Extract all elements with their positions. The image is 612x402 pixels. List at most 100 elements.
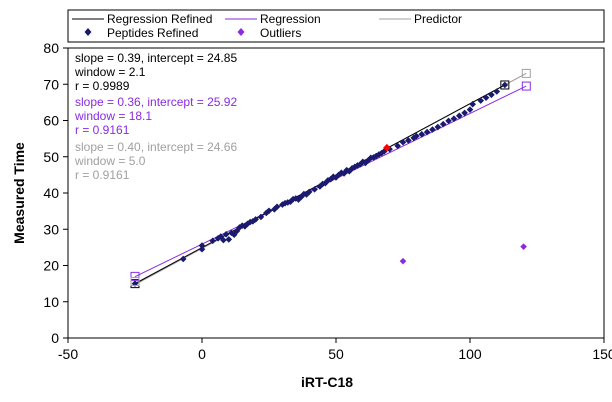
peptide-point xyxy=(311,186,318,193)
y-axis-title: Measured Time xyxy=(11,142,27,244)
peptide-point xyxy=(405,137,412,144)
peptide-point xyxy=(316,183,324,190)
y-tick-label: 30 xyxy=(43,221,59,237)
y-tick-label: 70 xyxy=(43,76,59,92)
legend-label-peptides-refined: Peptides Refined xyxy=(107,26,198,40)
peptide-point xyxy=(399,138,407,146)
peptide-point xyxy=(429,126,436,133)
peptide-point xyxy=(271,206,278,213)
data-points xyxy=(131,81,527,287)
x-axis-title: iRT-C18 xyxy=(301,374,353,390)
stat-predictor-r: r = 0.9161 xyxy=(75,168,130,182)
peptide-point xyxy=(354,162,361,169)
legend-label-outliers: Outliers xyxy=(260,26,301,40)
peptide-point xyxy=(281,199,289,207)
peptide-point xyxy=(394,142,401,150)
peptide-point xyxy=(327,175,334,183)
peptide-point xyxy=(340,170,348,177)
peptide-point xyxy=(289,195,297,203)
peptide-point xyxy=(198,242,206,249)
peptide-point xyxy=(257,213,265,221)
peptide-point xyxy=(222,231,230,238)
peptide-point xyxy=(279,201,286,208)
peptide-point xyxy=(241,223,249,230)
line-endpoint-marker xyxy=(521,68,531,78)
peptide-point xyxy=(292,195,300,202)
legend-label-regression-refined: Regression Refined xyxy=(107,12,212,26)
y-tick-label: 10 xyxy=(43,294,59,310)
legend-swatch-peptides-refined xyxy=(84,28,92,36)
peptide-point xyxy=(346,167,353,175)
peptide-point xyxy=(370,154,377,161)
peptide-point xyxy=(493,88,501,95)
peptide-point xyxy=(198,245,206,253)
peptide-point xyxy=(332,174,340,181)
outlier-point xyxy=(399,257,407,265)
stats-block: slope = 0.39, intercept = 24.85 window =… xyxy=(74,51,237,182)
y-tick-label: 80 xyxy=(43,40,59,56)
peptide-point xyxy=(380,148,388,155)
highlighted-point xyxy=(383,143,391,152)
peptide-point xyxy=(469,100,476,108)
peptide-point xyxy=(362,159,369,167)
peptide-point xyxy=(418,130,426,138)
y-tick-label: 50 xyxy=(43,149,59,165)
peptide-point xyxy=(284,199,292,206)
legend-label-predictor: Predictor xyxy=(414,12,462,26)
peptide-point xyxy=(273,203,281,211)
y-tick-label: 0 xyxy=(51,330,59,346)
peptide-point xyxy=(179,255,187,263)
y-tick-label: 20 xyxy=(43,258,59,274)
stat-predictor-slope: slope = 0.40, intercept = 24.66 xyxy=(75,140,237,154)
peptide-point xyxy=(386,145,393,153)
line-endpoint-marker xyxy=(500,80,510,90)
peptide-point xyxy=(439,120,447,128)
peptide-point xyxy=(434,123,442,131)
x-tick-label: 50 xyxy=(328,346,344,362)
peptide-point xyxy=(375,151,383,158)
line-endpoint-markers xyxy=(130,68,531,289)
outlier-point xyxy=(520,243,527,250)
legend-swatch-outliers xyxy=(237,28,245,36)
stat-regression-r: r = 0.9161 xyxy=(75,123,130,137)
line-endpoint-marker xyxy=(521,81,531,91)
x-tick-label: -50 xyxy=(58,346,78,362)
y-tick-label: 40 xyxy=(43,185,59,201)
peptide-point xyxy=(297,193,305,201)
x-tick-label: 150 xyxy=(592,346,612,362)
peptide-point xyxy=(359,158,367,166)
peptide-point xyxy=(252,216,259,223)
peptide-point xyxy=(413,132,420,140)
peptide-point xyxy=(466,106,474,113)
stat-regression-slope: slope = 0.36, intercept = 25.92 xyxy=(75,95,237,109)
peptide-point xyxy=(477,97,485,104)
peptide-point xyxy=(287,198,294,205)
peptide-point xyxy=(335,171,342,179)
peptide-point xyxy=(455,112,463,120)
peptide-point xyxy=(461,109,468,117)
peptide-point xyxy=(303,191,310,198)
stat-refined-window: window = 2.1 xyxy=(74,65,146,79)
y-tick-label: 60 xyxy=(43,113,59,129)
peptide-point xyxy=(338,169,345,176)
peptide-point xyxy=(423,128,431,136)
peptide-point xyxy=(348,165,356,172)
peptide-point xyxy=(356,161,364,168)
stat-refined-r: r = 0.9989 xyxy=(75,79,130,93)
peptide-point xyxy=(305,188,313,196)
stat-refined-slope: slope = 0.39, intercept = 24.85 xyxy=(75,51,237,65)
peptide-point xyxy=(265,207,273,215)
peptide-point xyxy=(225,236,233,243)
x-tick-label: 0 xyxy=(198,346,206,362)
line-endpoint-marker xyxy=(130,271,140,281)
line-endpoint-marker xyxy=(130,276,140,286)
peptide-point xyxy=(220,236,227,244)
legend: Regression Refined Regression Predictor … xyxy=(67,9,605,43)
stat-regression-window: window = 18.1 xyxy=(74,109,152,123)
peptide-point xyxy=(249,217,257,225)
peptide-point xyxy=(488,91,495,99)
stat-predictor-window: window = 5.0 xyxy=(74,154,146,168)
peptide-point xyxy=(324,177,332,184)
x-tick-label: 100 xyxy=(458,346,482,362)
